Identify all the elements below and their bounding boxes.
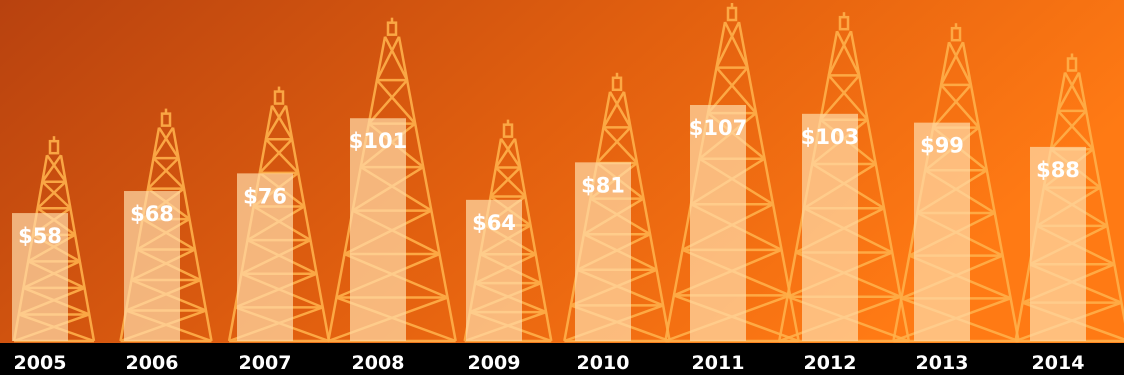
bar-2010	[575, 162, 631, 341]
bar-2005	[12, 213, 68, 341]
x-tick-label-2006: 2006	[126, 352, 179, 374]
data-label-2011: $107	[689, 116, 747, 140]
data-label-2009: $64	[472, 211, 516, 235]
data-label-2013: $99	[920, 134, 964, 158]
bar-2008	[350, 118, 406, 341]
x-tick-label-2010: 2010	[577, 352, 630, 374]
x-tick-label-2011: 2011	[692, 352, 745, 374]
bar-2012	[802, 113, 858, 341]
bar-2007	[237, 173, 293, 341]
bar-layer	[12, 105, 1086, 341]
data-label-2006: $68	[130, 202, 174, 226]
data-label-2007: $76	[243, 184, 287, 208]
data-label-2010: $81	[581, 173, 625, 197]
x-tick-label-2014: 2014	[1032, 352, 1085, 374]
value-label-layer: $58 $68 $76 $101 $64 $81 $107 $103 $99 $88	[18, 116, 1080, 248]
bar-2009	[466, 199, 522, 341]
x-tick-label-2012: 2012	[804, 352, 857, 374]
x-tick-label-2008: 2008	[352, 352, 405, 374]
data-label-2014: $88	[1036, 158, 1080, 182]
x-axis-tick-labels: 2005 2006 2007 2008 2009 2010 2011 2012 2013 2014	[14, 352, 1085, 374]
data-label-2012: $103	[801, 125, 859, 149]
data-label-2008: $101	[349, 129, 407, 153]
data-label-2005: $58	[18, 224, 62, 248]
bar-2006	[124, 191, 180, 341]
x-tick-label-2007: 2007	[239, 352, 292, 374]
x-tick-label-2005: 2005	[14, 352, 67, 374]
bar-2013	[914, 122, 970, 341]
bar-2014	[1030, 146, 1086, 341]
bar-2011	[690, 105, 746, 341]
x-tick-label-2009: 2009	[468, 352, 521, 374]
x-axis-band	[0, 343, 1124, 375]
x-tick-label-2013: 2013	[916, 352, 969, 374]
